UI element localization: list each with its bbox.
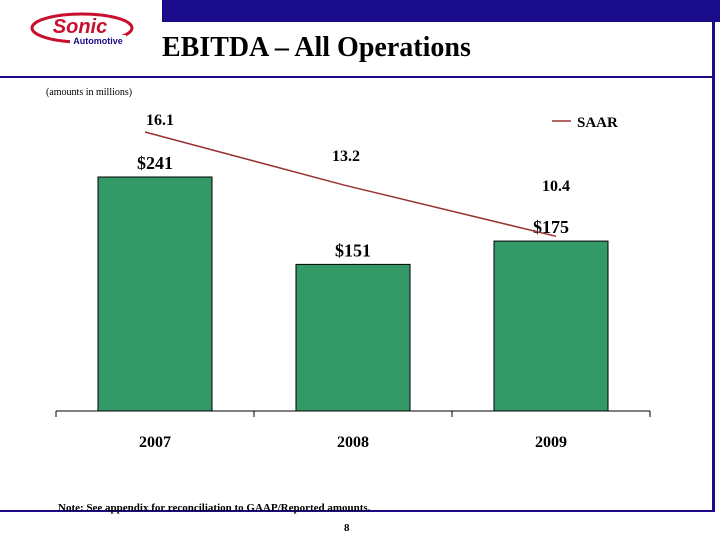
bar-2009 bbox=[493, 240, 609, 412]
footnote: Note: See appendix for reconciliation to… bbox=[58, 502, 371, 514]
page-title: EBITDA – All Operations bbox=[162, 32, 471, 63]
bar-value-label-2009: $175 bbox=[533, 217, 569, 237]
chart-subtitle: (amounts in millions) bbox=[46, 87, 133, 98]
sonic-automotive-logo: Sonic Automotive bbox=[30, 12, 134, 46]
bottom-divider bbox=[0, 510, 715, 512]
saar-line bbox=[144, 131, 557, 238]
x-tick-label-2008: 2008 bbox=[337, 434, 369, 451]
bar-2007 bbox=[97, 176, 213, 412]
bar-value-label-2007: $241 bbox=[137, 153, 173, 173]
logo-sub-bg bbox=[70, 35, 126, 46]
title-divider bbox=[0, 76, 714, 78]
x-tick-label-2009: 2009 bbox=[535, 434, 567, 451]
logo-word: Sonic bbox=[53, 16, 107, 38]
ebitda-chart: $241 2007 $151 2008 $175 2009 16.1 13.2 10.4 SAAR bbox=[55, 112, 651, 451]
right-border bbox=[712, 22, 715, 510]
saar-value-label-2007: 16.1 bbox=[146, 112, 174, 129]
header-band bbox=[162, 0, 720, 22]
bar-2008 bbox=[295, 263, 411, 412]
bar-value-label-2008: $151 bbox=[335, 240, 371, 260]
saar-value-label-2009: 10.4 bbox=[542, 178, 570, 195]
page-number: 8 bbox=[344, 522, 350, 534]
legend-label-saar: SAAR bbox=[577, 115, 618, 131]
saar-value-label-2008: 13.2 bbox=[332, 148, 360, 165]
logo-sub: Automotive bbox=[73, 36, 123, 46]
x-tick-label-2007: 2007 bbox=[139, 434, 171, 451]
